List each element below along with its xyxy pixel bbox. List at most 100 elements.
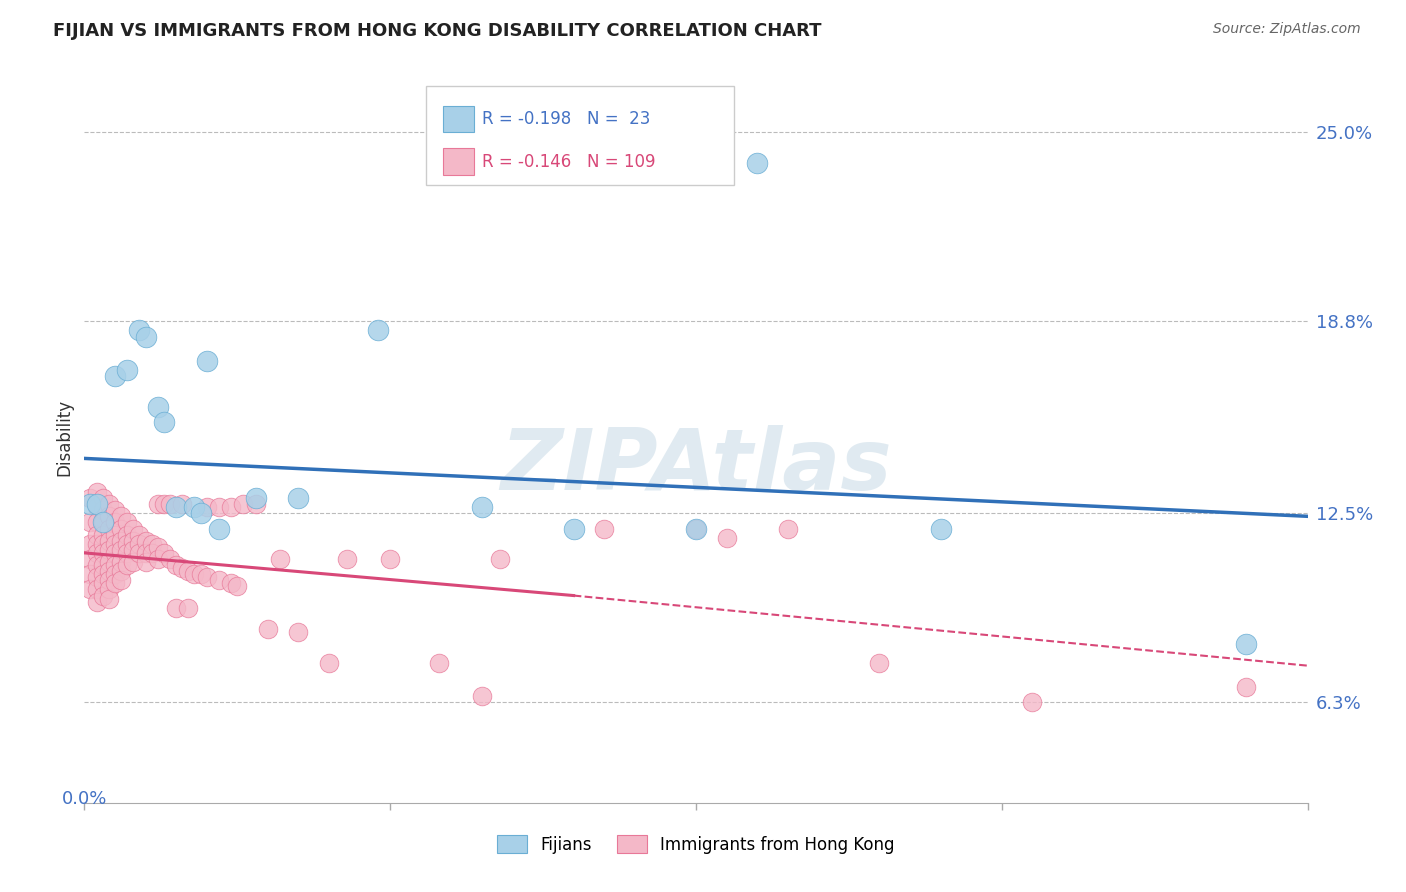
Point [91, 503, 114, 517]
Point [165, 558, 187, 573]
Point [115, 516, 138, 530]
Point [79, 516, 101, 530]
Point [146, 552, 169, 566]
Point [91, 527, 114, 541]
Point [86, 595, 108, 609]
Point [195, 500, 218, 515]
Point [219, 576, 242, 591]
Point [146, 400, 169, 414]
Point [122, 533, 145, 548]
Point [177, 600, 200, 615]
Point [115, 527, 138, 541]
Point [489, 552, 512, 566]
Point [165, 600, 187, 615]
Point [110, 555, 132, 569]
Point [1236, 637, 1258, 651]
Point [128, 323, 150, 337]
Point [593, 521, 616, 535]
Text: 0.0%: 0.0% [62, 789, 107, 807]
Point [716, 531, 738, 545]
Point [104, 537, 127, 551]
Point [159, 497, 181, 511]
Point [97, 509, 120, 524]
Point [91, 491, 114, 505]
Point [287, 625, 309, 640]
Point [86, 516, 108, 530]
Point [287, 491, 309, 505]
Point [208, 521, 231, 535]
Point [122, 542, 145, 557]
Point [104, 558, 127, 573]
Point [91, 589, 114, 603]
Point [367, 323, 389, 337]
Point [1236, 680, 1258, 694]
Point [86, 527, 108, 541]
Point [257, 622, 280, 636]
Point [97, 533, 120, 548]
Point [685, 521, 707, 535]
Point [97, 564, 120, 578]
Text: R = -0.198   N =  23: R = -0.198 N = 23 [482, 110, 651, 128]
Point [153, 546, 176, 560]
Point [122, 521, 145, 535]
Point [122, 555, 145, 569]
Point [115, 363, 138, 377]
Point [104, 527, 127, 541]
Point [219, 500, 242, 515]
Point [232, 497, 254, 511]
Point [79, 497, 101, 511]
Point [471, 500, 494, 515]
Point [91, 546, 114, 560]
Point [747, 156, 769, 170]
Point [135, 329, 157, 343]
Point [79, 582, 101, 597]
Y-axis label: Disability: Disability [55, 399, 73, 475]
Point [226, 579, 249, 593]
Point [86, 570, 108, 584]
Legend: Fijians, Immigrants from Hong Kong: Fijians, Immigrants from Hong Kong [491, 829, 901, 860]
Point [183, 500, 205, 515]
Point [685, 521, 707, 535]
Point [104, 516, 127, 530]
Point [318, 656, 340, 670]
Point [165, 500, 187, 515]
Point [190, 506, 212, 520]
Point [115, 546, 138, 560]
Point [79, 567, 101, 582]
Point [929, 521, 952, 535]
Point [86, 558, 108, 573]
Point [427, 656, 450, 670]
Point [146, 540, 169, 554]
Point [86, 582, 108, 597]
Point [336, 552, 359, 566]
Point [245, 491, 267, 505]
Point [91, 558, 114, 573]
Text: FIJIAN VS IMMIGRANTS FROM HONG KONG DISABILITY CORRELATION CHART: FIJIAN VS IMMIGRANTS FROM HONG KONG DISA… [53, 22, 823, 40]
Point [97, 591, 120, 606]
Point [135, 555, 157, 569]
Point [86, 537, 108, 551]
Point [153, 497, 176, 511]
Point [183, 567, 205, 582]
Point [110, 542, 132, 557]
Point [1021, 695, 1043, 709]
Point [135, 546, 157, 560]
Point [91, 567, 114, 582]
Point [115, 558, 138, 573]
Point [380, 552, 402, 566]
Point [195, 354, 218, 368]
Text: Source: ZipAtlas.com: Source: ZipAtlas.com [1213, 22, 1361, 37]
Point [91, 516, 114, 530]
Point [97, 497, 120, 511]
Point [135, 533, 157, 548]
Point [471, 689, 494, 703]
Point [110, 574, 132, 588]
Point [562, 521, 585, 535]
Point [146, 497, 169, 511]
Point [190, 567, 212, 582]
Point [869, 656, 891, 670]
Point [110, 509, 132, 524]
Point [104, 576, 127, 591]
Point [104, 546, 127, 560]
Point [128, 537, 150, 551]
